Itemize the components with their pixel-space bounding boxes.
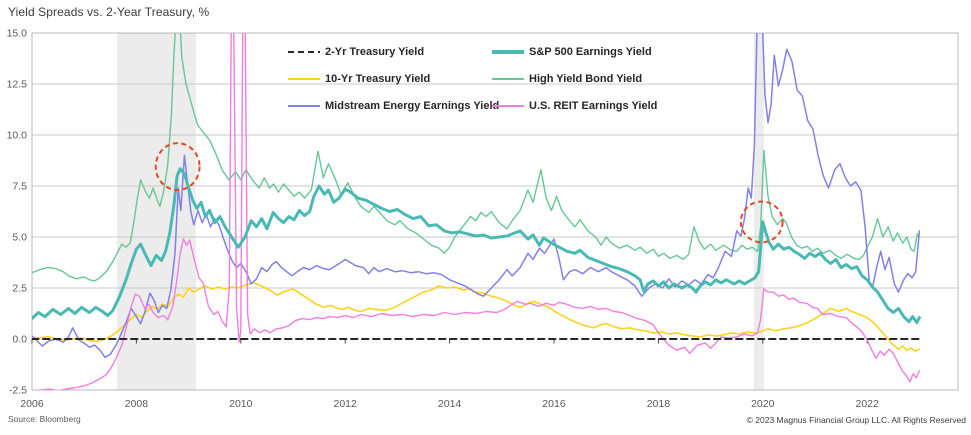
series-line-midstream: [32, 33, 921, 359]
recession-band-2: [753, 33, 764, 390]
series-line-sp500: [32, 167, 921, 325]
legend-label-reit: U.S. REIT Earnings Yield: [529, 100, 658, 112]
series-line-high_yield: [32, 33, 921, 282]
copyright-note: © 2023 Magnus Financial Group LLC. All R…: [746, 415, 966, 425]
legend-item-two_yr: 2-Yr Treasury Yield: [288, 44, 492, 60]
legend-swatch-sp500-line: [492, 50, 524, 54]
legend-item-sp500: S&P 500 Earnings Yield: [492, 44, 657, 60]
plot-border: [31, 32, 959, 391]
chart-legend: 2-Yr Treasury Yield S&P 500 Earnings Yiel…: [288, 44, 657, 114]
legend-label-midstream: Midstream Energy Earnings Yield: [325, 100, 500, 112]
y-axis-tick-label: 12.5: [7, 79, 28, 91]
legend-label-two_yr: 2-Yr Treasury Yield: [325, 46, 425, 58]
y-axis-tick-label: 2.5: [12, 283, 27, 295]
legend-item-midstream: Midstream Energy Earnings Yield: [288, 98, 499, 114]
legend-item-reit: U.S. REIT Earnings Yield: [492, 98, 657, 114]
y-axis-tick-label: 15.0: [7, 28, 28, 40]
legend-label-high_yield: High Yield Bond Yield: [529, 73, 643, 85]
y-axis-tick-label: 5.0: [12, 232, 27, 244]
legend-swatch-midstream-line: [288, 105, 320, 107]
series-line-reit: [35, 33, 921, 390]
x-axis-tick-label: 2010: [229, 398, 253, 410]
legend-item-ten_yr: 10-Yr Treasury Yield: [288, 71, 492, 87]
y-axis-tick-label: 0.0: [12, 334, 27, 346]
y-axis-tick-label: 7.5: [12, 181, 27, 193]
recession-band-1: [117, 33, 196, 390]
legend-swatch-reit-line: [492, 105, 524, 107]
x-axis-tick-label: 2018: [647, 398, 671, 410]
legend-swatch-high_yield-line: [492, 78, 524, 80]
legend-item-high_yield: High Yield Bond Yield: [492, 71, 657, 87]
x-axis-tick-label: 2012: [334, 398, 358, 410]
legend-swatch-ten_yr-line: [288, 78, 320, 80]
highlight-circle-1: [154, 142, 201, 192]
y-axis-tick-label: -2.5: [9, 385, 27, 397]
highlight-circle-2: [739, 200, 784, 244]
y-axis-tick-label: 10.0: [7, 130, 28, 142]
legend-label-ten_yr: 10-Yr Treasury Yield: [325, 73, 431, 85]
x-axis-tick-label: 2016: [542, 398, 566, 410]
x-axis-tick-label: 2020: [751, 398, 775, 410]
legend-label-sp500: S&P 500 Earnings Yield: [529, 46, 652, 58]
x-axis-tick-label: 2006: [20, 398, 44, 410]
x-axis-tick-label: 2008: [125, 398, 149, 410]
chart-title: Yield Spreads vs. 2-Year Treasury, %: [8, 5, 210, 19]
x-axis-tick-label: 2022: [855, 398, 879, 410]
legend-swatch-two_yr-line: [288, 51, 320, 53]
source-note: Source: Bloomberg: [8, 414, 81, 424]
x-axis-tick-label: 2014: [438, 398, 462, 410]
